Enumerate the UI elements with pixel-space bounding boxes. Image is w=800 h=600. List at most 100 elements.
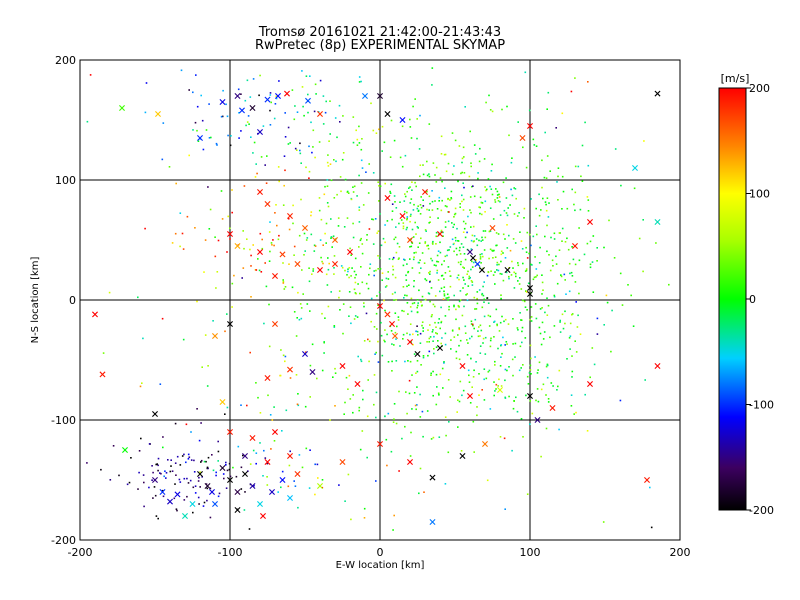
echo-dot <box>412 236 415 238</box>
echo-dot <box>496 197 499 199</box>
echo-dot <box>480 201 483 204</box>
echo-dot <box>359 292 361 295</box>
echo-dot <box>144 111 147 114</box>
echo-dot <box>348 276 350 279</box>
echo-dot <box>174 232 177 235</box>
echo-dot <box>426 174 429 177</box>
echo-dot <box>521 341 523 344</box>
echo-dot <box>466 273 468 275</box>
echo-dot <box>444 343 447 346</box>
echo-dot <box>441 180 443 183</box>
echo-dot <box>368 163 370 165</box>
echo-dot <box>435 235 438 238</box>
echo-dot <box>206 499 208 502</box>
echo-dot <box>205 129 208 131</box>
echo-dot <box>333 197 336 199</box>
echo-cross <box>242 453 248 459</box>
echo-dot <box>240 488 243 490</box>
echo-dot <box>406 332 408 335</box>
echo-dot <box>397 258 400 260</box>
echo-dot <box>462 146 465 149</box>
echo-dot <box>343 226 346 228</box>
echo-dot <box>338 296 340 299</box>
echo-dot <box>222 89 224 92</box>
echo-dot <box>175 182 177 185</box>
echo-dot <box>226 313 228 315</box>
echo-dot <box>326 179 329 181</box>
echo-cross <box>392 333 398 339</box>
echo-dot <box>458 249 461 252</box>
echo-dot <box>493 336 495 338</box>
echo-dot <box>494 199 496 201</box>
echo-dot <box>437 340 439 342</box>
echo-dot <box>571 376 573 378</box>
echo-dot <box>148 443 151 445</box>
echo-dot <box>417 246 419 248</box>
echo-dot <box>293 245 296 248</box>
echo-dot <box>555 255 557 258</box>
echo-dot <box>197 496 200 499</box>
echo-dot <box>508 275 510 278</box>
echo-dot <box>410 431 412 434</box>
echo-dot <box>417 334 419 336</box>
echo-dot <box>227 134 229 137</box>
echo-dot <box>505 212 508 214</box>
echo-dot <box>282 262 284 264</box>
echo-dot <box>443 286 446 288</box>
echo-dot <box>200 459 203 462</box>
echo-dot <box>223 477 225 480</box>
echo-dot <box>263 449 265 452</box>
echo-dot <box>284 112 286 114</box>
echo-dot <box>427 244 429 247</box>
echo-dot <box>435 403 438 406</box>
echo-dot <box>494 360 496 363</box>
echo-dot <box>453 223 455 226</box>
echo-dot <box>402 264 405 267</box>
echo-dot <box>269 109 271 112</box>
echo-dot <box>504 396 506 399</box>
echo-dot <box>413 203 415 206</box>
echo-dot <box>359 239 362 242</box>
echo-dot <box>226 406 229 409</box>
echo-dot <box>248 528 251 530</box>
echo-dot <box>378 257 381 259</box>
x-tick-label: 100 <box>520 546 541 559</box>
echo-dot <box>499 214 502 216</box>
echo-dot <box>366 234 368 236</box>
echo-cross <box>429 519 436 525</box>
echo-dot <box>404 195 407 198</box>
echo-dot <box>293 118 296 121</box>
echo-dot <box>339 121 341 123</box>
echo-dot <box>503 437 506 440</box>
echo-dot <box>544 235 546 238</box>
echo-dot <box>447 198 449 201</box>
echo-dot <box>195 74 197 76</box>
echo-cross <box>219 465 226 471</box>
echo-dot <box>460 260 462 263</box>
echo-dot <box>469 402 472 404</box>
echo-dot <box>340 190 342 193</box>
echo-dot <box>399 345 401 347</box>
echo-dot <box>574 165 577 168</box>
echo-dot <box>356 195 358 197</box>
echo-dot <box>381 125 384 128</box>
echo-dot <box>289 450 291 453</box>
echo-dot <box>385 285 388 287</box>
echo-cross <box>279 477 286 483</box>
echo-dot <box>431 67 434 69</box>
echo-dot <box>571 275 574 277</box>
echo-dot <box>383 339 385 342</box>
echo-dot <box>584 393 586 396</box>
echo-dot <box>329 133 331 135</box>
echo-dot <box>460 243 463 245</box>
echo-dot <box>497 233 500 235</box>
echo-dot <box>449 396 451 398</box>
echo-dot <box>439 177 442 179</box>
colorbar-tick-label: -200 <box>749 504 774 517</box>
echo-dot <box>443 260 445 262</box>
echo-dot <box>540 388 543 391</box>
echo-dot <box>444 187 446 189</box>
echo-dot <box>321 369 324 372</box>
echo-dot <box>484 230 487 232</box>
echo-dot <box>348 267 351 269</box>
